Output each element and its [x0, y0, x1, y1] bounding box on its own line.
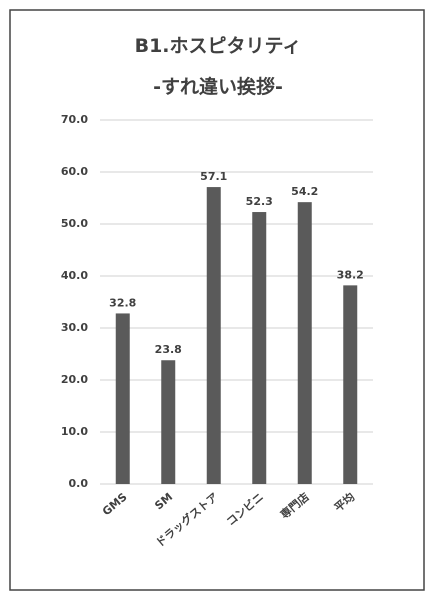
y-tick-label: 60.0 [61, 165, 88, 178]
value-label: 32.8 [109, 296, 136, 309]
value-label: 57.1 [200, 170, 227, 183]
chart-subtitle: -すれ違い挨拶- [153, 75, 283, 98]
value-label: 23.8 [155, 343, 182, 356]
bar [115, 313, 130, 484]
y-tick-label: 0.0 [69, 477, 89, 490]
bar [252, 212, 267, 485]
y-tick-label: 50.0 [61, 217, 88, 230]
y-tick-label: 40.0 [61, 269, 88, 282]
y-tick-label: 20.0 [61, 373, 88, 386]
bar [206, 187, 221, 484]
value-label: 38.2 [337, 268, 364, 281]
chart-title: B1.ホスピタリティ [135, 35, 302, 57]
y-tick-label: 70.0 [61, 113, 88, 126]
value-label: 52.3 [246, 195, 273, 208]
bar [161, 360, 176, 484]
bar [297, 202, 312, 484]
value-label: 54.2 [291, 185, 318, 198]
bar [343, 285, 358, 484]
y-tick-label: 30.0 [61, 321, 88, 334]
y-tick-label: 10.0 [61, 425, 88, 438]
